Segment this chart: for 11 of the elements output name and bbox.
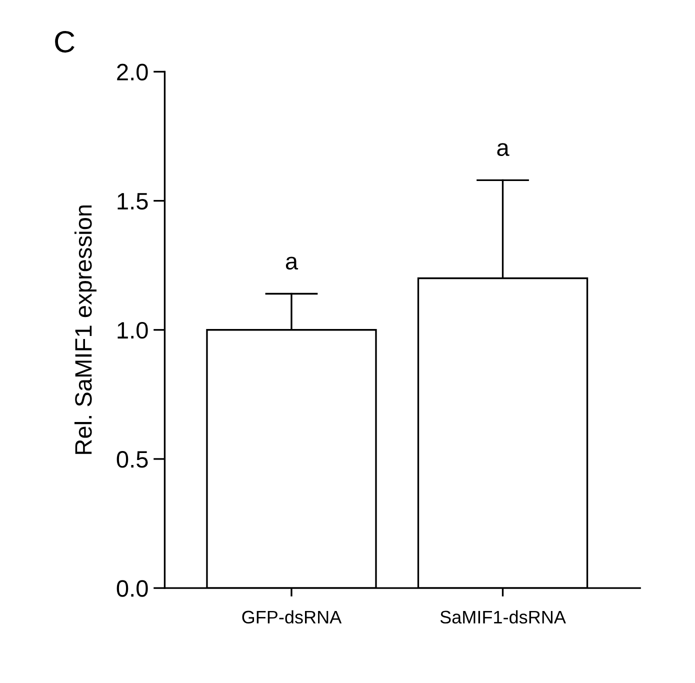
y-tick-label: 1.5 bbox=[118, 193, 148, 210]
y-tick-label: 1.0 bbox=[118, 322, 148, 339]
y-tick-label: 2.0 bbox=[117, 64, 148, 81]
annotation: a bbox=[286, 256, 298, 270]
annotation: a bbox=[497, 143, 510, 156]
x-tick-label: SaMIF1-dsRNA bbox=[440, 610, 566, 624]
x-tick-label: GFP-dsRNA bbox=[242, 610, 342, 624]
chart-title: C bbox=[55, 30, 74, 53]
y-tick-label: 0.5 bbox=[116, 451, 148, 468]
y-tick-label: 0.0 bbox=[116, 580, 148, 597]
y-axis-title: Rel. SaMIF1 expression bbox=[74, 205, 96, 454]
